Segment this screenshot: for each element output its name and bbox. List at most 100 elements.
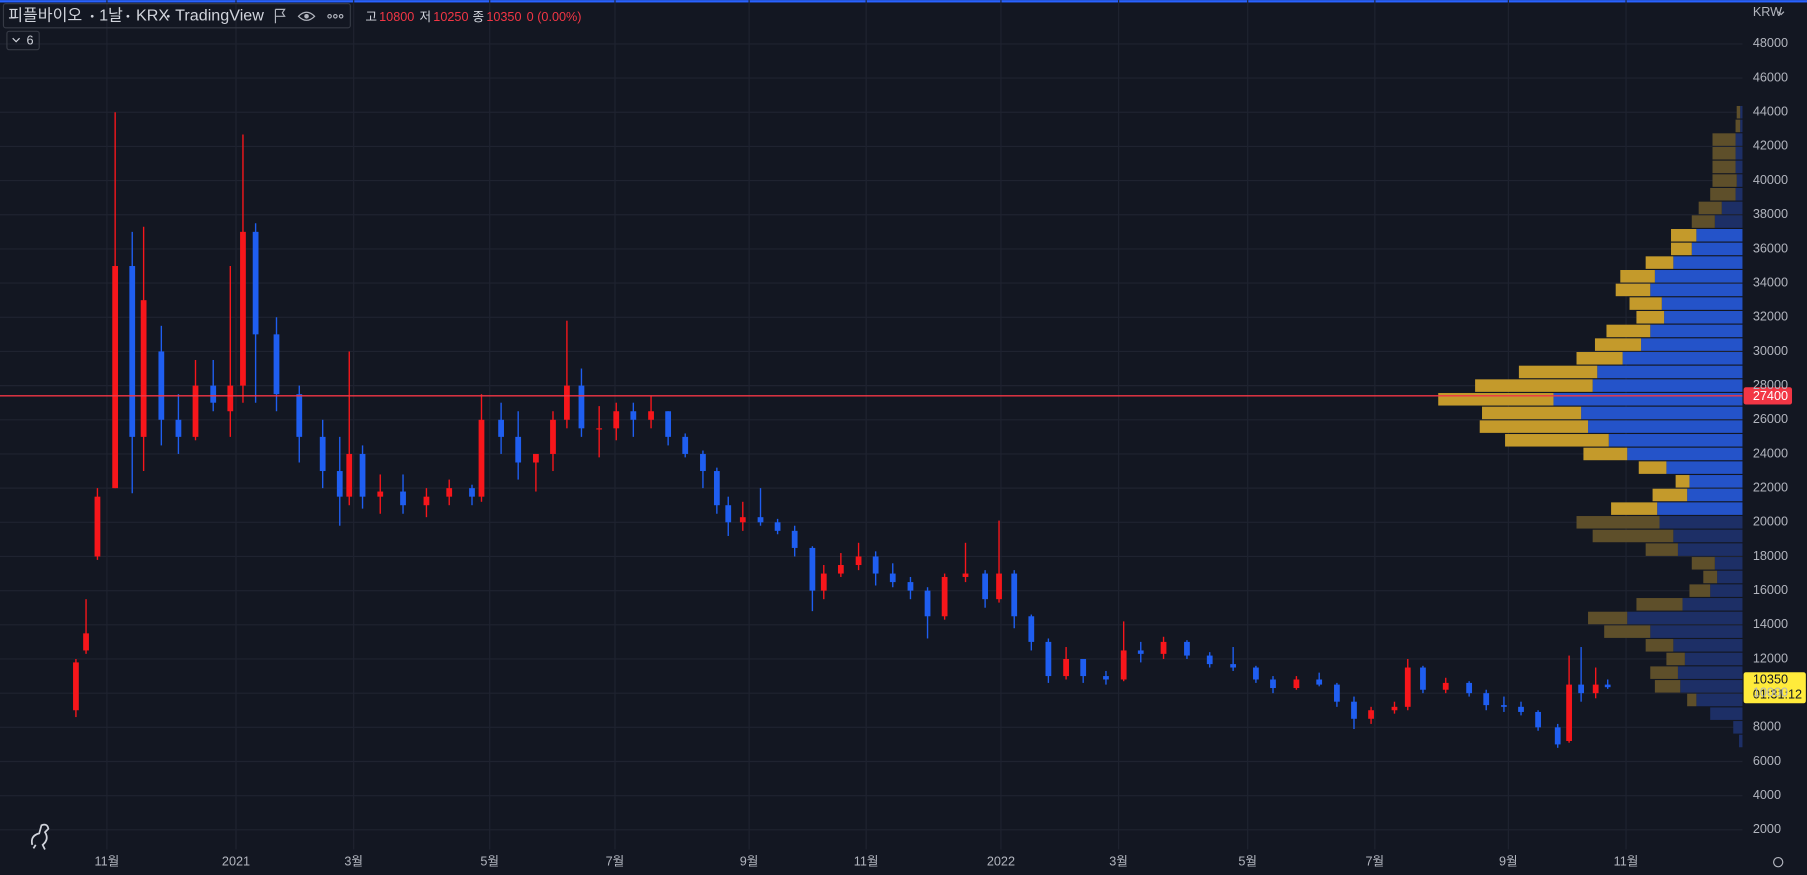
eye-icon[interactable]: [297, 11, 316, 21]
candle-body: [158, 351, 165, 420]
y-tick-label: 2000: [1753, 822, 1781, 836]
candle-body: [1483, 693, 1490, 706]
profile-up-bar: [1735, 133, 1743, 146]
profile-up-bar: [1717, 570, 1743, 584]
profile-up-bar: [1733, 721, 1743, 734]
candle-body: [1334, 684, 1340, 702]
profile-down-bar: [1638, 461, 1667, 474]
profile-up-bar: [1689, 475, 1743, 488]
candles: [73, 112, 1611, 748]
indicators-toggle[interactable]: [6, 30, 40, 51]
candle-body: [129, 266, 136, 437]
candle-body: [996, 573, 1002, 600]
profile-up-bar: [1714, 557, 1743, 570]
y-tick-label: 4000: [1753, 788, 1781, 802]
candle-body: [713, 471, 720, 506]
profile-down-bar: [1689, 584, 1711, 597]
x-tick-label: 5월: [1238, 855, 1257, 869]
profile-up-bar: [1735, 146, 1743, 160]
profile-up-bar: [1680, 680, 1743, 693]
candle-body: [400, 491, 406, 506]
profile-down-bar: [1645, 639, 1674, 652]
profile-up-bar: [1673, 256, 1743, 269]
legend: 피플바이오 1날 KRX TradingView 고 10800 저 10250…: [2, 3, 582, 51]
candle-body: [1592, 684, 1599, 694]
candle-body: [83, 633, 89, 651]
candle-body: [1554, 727, 1561, 745]
x-tick-label: 11월: [854, 855, 879, 869]
candle-body: [1080, 658, 1087, 677]
y-tick-label: 14000: [1753, 617, 1788, 631]
settings-icon[interactable]: [1773, 856, 1784, 868]
profile-up-bar: [1654, 270, 1743, 283]
profile-down-bar: [1652, 488, 1688, 502]
y-tick-label: 36000: [1753, 241, 1788, 255]
profile-down-bar: [1735, 119, 1741, 133]
y-tick-label: 10000: [1753, 685, 1788, 699]
profile-down-bar: [1636, 311, 1665, 324]
candle-body: [1368, 710, 1374, 719]
candle-body: [1270, 679, 1276, 689]
profile-down-bar: [1666, 652, 1685, 666]
profile-up-bar: [1696, 228, 1743, 242]
candle-body: [498, 419, 504, 437]
profile-up-bar: [1710, 707, 1743, 720]
grid: [0, 0, 1743, 850]
legend-box[interactable]: [2, 3, 351, 29]
indicator-count: 6: [27, 33, 34, 47]
candle-body: [240, 231, 246, 386]
symbol[interactable]: 피플바이오: [8, 7, 82, 25]
last-price-bg: [1743, 672, 1806, 704]
candle-body: [941, 576, 948, 617]
candle-body: [1011, 573, 1018, 617]
x-tick-label: 9월: [1499, 855, 1518, 869]
profile-up-bar: [1735, 187, 1743, 201]
close-label: 종: [472, 10, 484, 24]
profile-up-bar: [1627, 611, 1743, 625]
y-tick-label: 44000: [1753, 105, 1788, 119]
high-label: 고: [365, 10, 377, 24]
y-tick-label: 22000: [1753, 480, 1788, 494]
profile-up-bar: [1740, 119, 1743, 133]
candle-body: [682, 436, 689, 454]
profile-up-bar: [1687, 488, 1743, 502]
profile-down-bar: [1710, 187, 1736, 201]
high-value: 10800: [379, 10, 414, 24]
profile-down-bar: [1703, 570, 1718, 584]
candle-body: [377, 491, 384, 497]
profile-down-bar: [1475, 379, 1593, 392]
candle-body: [533, 453, 539, 463]
logo[interactable]: [30, 823, 50, 850]
candle-body: [252, 231, 259, 335]
eye-pupil: [304, 13, 309, 19]
profile-down-bar: [1576, 516, 1660, 529]
y-tick-label: 40000: [1753, 173, 1788, 187]
candle-body: [112, 266, 119, 489]
candle-body: [1206, 655, 1213, 665]
profile-down-bar: [1712, 160, 1736, 174]
profile-down-bar: [1698, 201, 1722, 215]
currency[interactable]: KRW: [1753, 5, 1782, 19]
profile-up-bar: [1721, 201, 1743, 215]
more-icon: [338, 13, 344, 19]
profile-down-bar: [1691, 557, 1715, 570]
candle-body: [469, 488, 475, 497]
candle-body: [1501, 705, 1507, 707]
candle-body: [1566, 684, 1572, 741]
candle-body: [1120, 650, 1127, 680]
flag-icon[interactable]: [274, 8, 286, 24]
candle-body: [140, 300, 147, 437]
profile-down-bar: [1438, 393, 1554, 406]
profile-down-bar: [1518, 365, 1598, 379]
candle-body: [648, 411, 654, 420]
candle-body: [175, 419, 182, 437]
candle-body: [1137, 650, 1144, 654]
candle-body: [1442, 682, 1449, 690]
y-tick-label: 16000: [1753, 583, 1788, 597]
profile-down-bar: [1606, 324, 1651, 338]
y-tick-label: 24000: [1753, 446, 1788, 460]
profile-down-bar: [1479, 420, 1589, 433]
low-value: 10250: [433, 10, 468, 24]
more-icon[interactable]: [327, 13, 332, 19]
